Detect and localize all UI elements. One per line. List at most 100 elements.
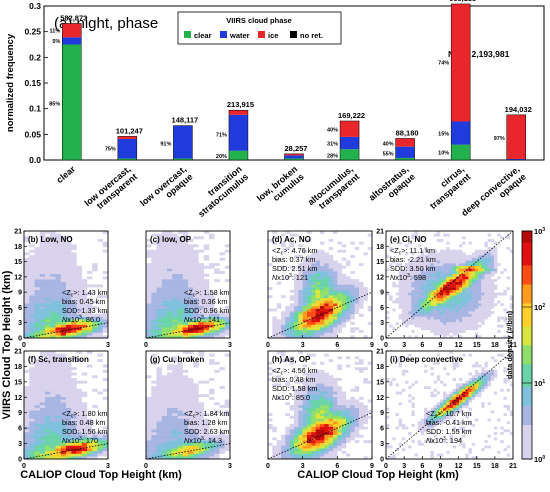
- density-cell: [459, 300, 463, 304]
- density-cell: [493, 426, 498, 430]
- density-cell: [24, 396, 30, 400]
- density-cell: [315, 410, 321, 414]
- density-cell: [50, 231, 56, 234]
- density-cell: [29, 421, 35, 425]
- density-cell: [363, 367, 368, 371]
- density-cell: [198, 297, 204, 301]
- density-cell: [219, 321, 225, 325]
- density-cell: [468, 321, 472, 325]
- density-cell: [219, 319, 225, 323]
- density-cell: [156, 386, 162, 389]
- density-cell: [71, 380, 77, 384]
- density-cell: [39, 448, 46, 452]
- density-cell: [298, 308, 303, 312]
- density-cell: [76, 429, 82, 433]
- density-cell: [97, 440, 103, 443]
- colorbar-segment: [522, 360, 532, 365]
- density-cell: [50, 415, 56, 419]
- density-cell: [465, 276, 469, 280]
- density-cell: [424, 297, 428, 301]
- panel-label: (c) low, OP: [150, 235, 192, 244]
- density-cell: [320, 279, 325, 283]
- density-cell: [182, 308, 189, 312]
- density-cell: [172, 313, 178, 317]
- density-cell: [298, 399, 303, 403]
- density-cell: [172, 263, 178, 266]
- density-cell: [320, 329, 325, 333]
- density-cell: [386, 423, 390, 427]
- density-cell: [433, 329, 437, 333]
- density-cell: [398, 391, 403, 395]
- density-cell: [411, 252, 415, 256]
- density-cell: [24, 391, 30, 395]
- density-cell: [193, 255, 199, 258]
- density-cell: [443, 402, 447, 406]
- density-cell: [298, 418, 303, 422]
- density-cell: [55, 410, 61, 414]
- density-cell: [182, 437, 189, 441]
- category-label: low overcast,opaque: [138, 164, 195, 216]
- density-cell: [315, 263, 321, 266]
- density-cell: [50, 271, 56, 274]
- density-cell: [81, 429, 88, 433]
- density-cell: [298, 321, 303, 325]
- density-cell: [455, 394, 460, 398]
- density-cell: [320, 413, 325, 416]
- density-cell: [60, 356, 67, 360]
- density-cell: [285, 276, 290, 280]
- density-cell: [298, 265, 303, 269]
- density-cell: [39, 405, 46, 408]
- density-cell: [146, 402, 152, 406]
- density-cell: [198, 271, 204, 274]
- density-cell: [161, 289, 168, 293]
- density-cell: [302, 292, 308, 296]
- density-cell: [298, 327, 303, 331]
- density-cell: [307, 239, 312, 242]
- panel-frame: [23, 350, 109, 460]
- density-cell: [471, 391, 476, 395]
- density-cell: [39, 364, 46, 368]
- density-cell: [45, 351, 51, 354]
- density-cell: [87, 297, 93, 301]
- density-cell: [481, 271, 485, 274]
- density-cell: [177, 241, 183, 245]
- bar-percent-label: 97%: [494, 136, 505, 142]
- density-cell: [302, 383, 308, 387]
- density-cell: [281, 332, 286, 336]
- density-cell: [481, 289, 485, 293]
- density-cell: [285, 429, 290, 433]
- density-cell: [449, 305, 453, 309]
- density-cell: [506, 429, 511, 433]
- density-cell: [493, 255, 498, 258]
- density-cell: [446, 289, 450, 293]
- density-cell: [493, 241, 498, 245]
- colorbar-segment: [522, 455, 532, 460]
- density-cell: [294, 233, 299, 237]
- density-cell: [193, 432, 199, 435]
- density-cell: [302, 442, 308, 446]
- density-cell: [328, 300, 334, 304]
- y-tick-label: 9: [380, 410, 384, 417]
- density-cell: [289, 453, 295, 457]
- density-cell: [156, 423, 162, 427]
- density-cell: [459, 324, 463, 328]
- density-cell: [324, 271, 329, 274]
- density-cell: [50, 440, 56, 443]
- density-cell: [436, 292, 441, 296]
- density-cell: [29, 255, 35, 258]
- stat-mean-sub: c: [71, 414, 74, 420]
- density-cell: [34, 300, 40, 304]
- density-cell: [436, 233, 441, 237]
- bar-outline: [395, 138, 415, 161]
- density-cell: [182, 426, 189, 430]
- density-cell: [414, 273, 418, 277]
- density-cell: [433, 319, 437, 323]
- density-cell: [481, 249, 485, 253]
- colorbar-segment: [522, 318, 532, 323]
- density-cell: [161, 429, 168, 433]
- density-cell: [328, 394, 334, 398]
- density-cell: [29, 308, 35, 312]
- density-cell: [337, 292, 342, 296]
